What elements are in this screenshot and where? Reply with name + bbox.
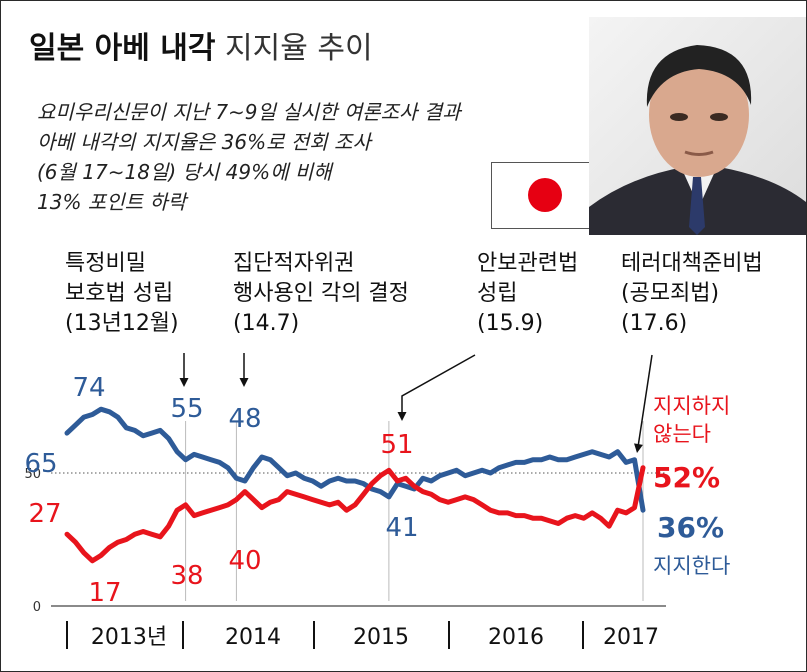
event-line: (13년12월)	[65, 311, 179, 336]
x-axis-year-label: 2017	[603, 625, 659, 650]
oppose-value-label: 51	[380, 430, 413, 460]
event-arrow-line	[637, 354, 653, 448]
event-line: (공모죄법)	[621, 281, 720, 306]
summary-line: 13% 포인트 하락	[37, 190, 187, 214]
support-value-label: 74	[72, 373, 105, 403]
oppose-value-label: 17	[88, 578, 121, 608]
japan-flag-icon	[491, 162, 603, 229]
oppose-series-line	[64, 465, 646, 564]
portrait-photo	[589, 17, 806, 235]
oppose-value-label: 27	[28, 499, 61, 529]
title-bold: 일본 아베 내각	[29, 31, 216, 66]
chart-title: 일본 아베 내각 지지율 추이	[29, 23, 373, 67]
event-arrow-head	[634, 443, 643, 453]
event-arrow-head	[179, 378, 189, 387]
event-line: 성립	[477, 281, 518, 306]
oppose-legend-value: 52%	[653, 461, 720, 494]
event-line: 보호법 성립	[65, 281, 174, 306]
support-series-line	[64, 406, 646, 513]
support-value-label: 65	[24, 449, 57, 479]
event-line: (15.9)	[477, 311, 544, 336]
y-tick-label: 50	[24, 467, 41, 482]
event-line: (14.7)	[233, 311, 300, 336]
event-arrow-head	[239, 378, 249, 387]
support-value-label: 55	[170, 394, 203, 424]
summary-line: 아베 내각의 지지율은 36%로 전회 조사	[37, 130, 371, 154]
x-axis-year-label: 2013년	[91, 625, 167, 650]
summary-line: 요미우리신문이 지난 7∼9일 실시한 여론조사 결과	[37, 100, 461, 124]
support-legend-name: 지지한다	[653, 554, 730, 578]
oppose-value-label: 40	[228, 546, 261, 576]
event-line: 테러대책준비법	[621, 251, 763, 276]
event-line: 특정비밀	[65, 251, 146, 276]
flag-sun	[528, 178, 562, 212]
oppose-value-label: 38	[170, 561, 203, 591]
event-line: 집단적자위권	[233, 251, 355, 276]
series-lines	[64, 406, 646, 564]
event-anti-terror-law: 테러대책준비법 (공모죄법) (17.6)	[621, 249, 763, 339]
event-line: 행사용인 각의 결정	[233, 281, 409, 306]
event-arrow-head	[397, 412, 407, 421]
x-axis-year-label: 2015	[353, 625, 409, 650]
chart-grid: 50 0	[24, 467, 666, 615]
support-value-label: 48	[228, 404, 261, 434]
support-legend-value: 36%	[657, 511, 724, 544]
summary-text: 요미우리신문이 지난 7∼9일 실시한 여론조사 결과 아베 내각의 지지율은 …	[37, 97, 461, 217]
event-security-laws: 안보관련법 성립 (15.9)	[477, 249, 578, 339]
x-axis-year-label: 2014	[225, 625, 281, 650]
event-secrecy-law: 특정비밀 보호법 성립 (13년12월)	[65, 249, 179, 339]
summary-line: (6월 17∼18일) 당시 49%에 비해	[37, 160, 332, 184]
event-line: 안보관련법	[477, 251, 579, 276]
oppose-legend-name-line1: 지지하지	[653, 394, 730, 418]
support-value-label: 41	[385, 513, 418, 543]
x-axis: 2013년 2014 2015 2016 2017	[66, 621, 659, 650]
y-tick-label: 0	[33, 600, 41, 615]
event-arrow-line	[401, 354, 476, 417]
event-collective-defense: 집단적자위권 행사용인 각의 결정 (14.7)	[233, 249, 409, 339]
title-light: 지지율 추이	[225, 31, 373, 66]
event-line: (17.6)	[621, 311, 688, 336]
x-axis-year-label: 2016	[488, 625, 544, 650]
oppose-legend-name-line2: 않는다	[653, 422, 711, 446]
